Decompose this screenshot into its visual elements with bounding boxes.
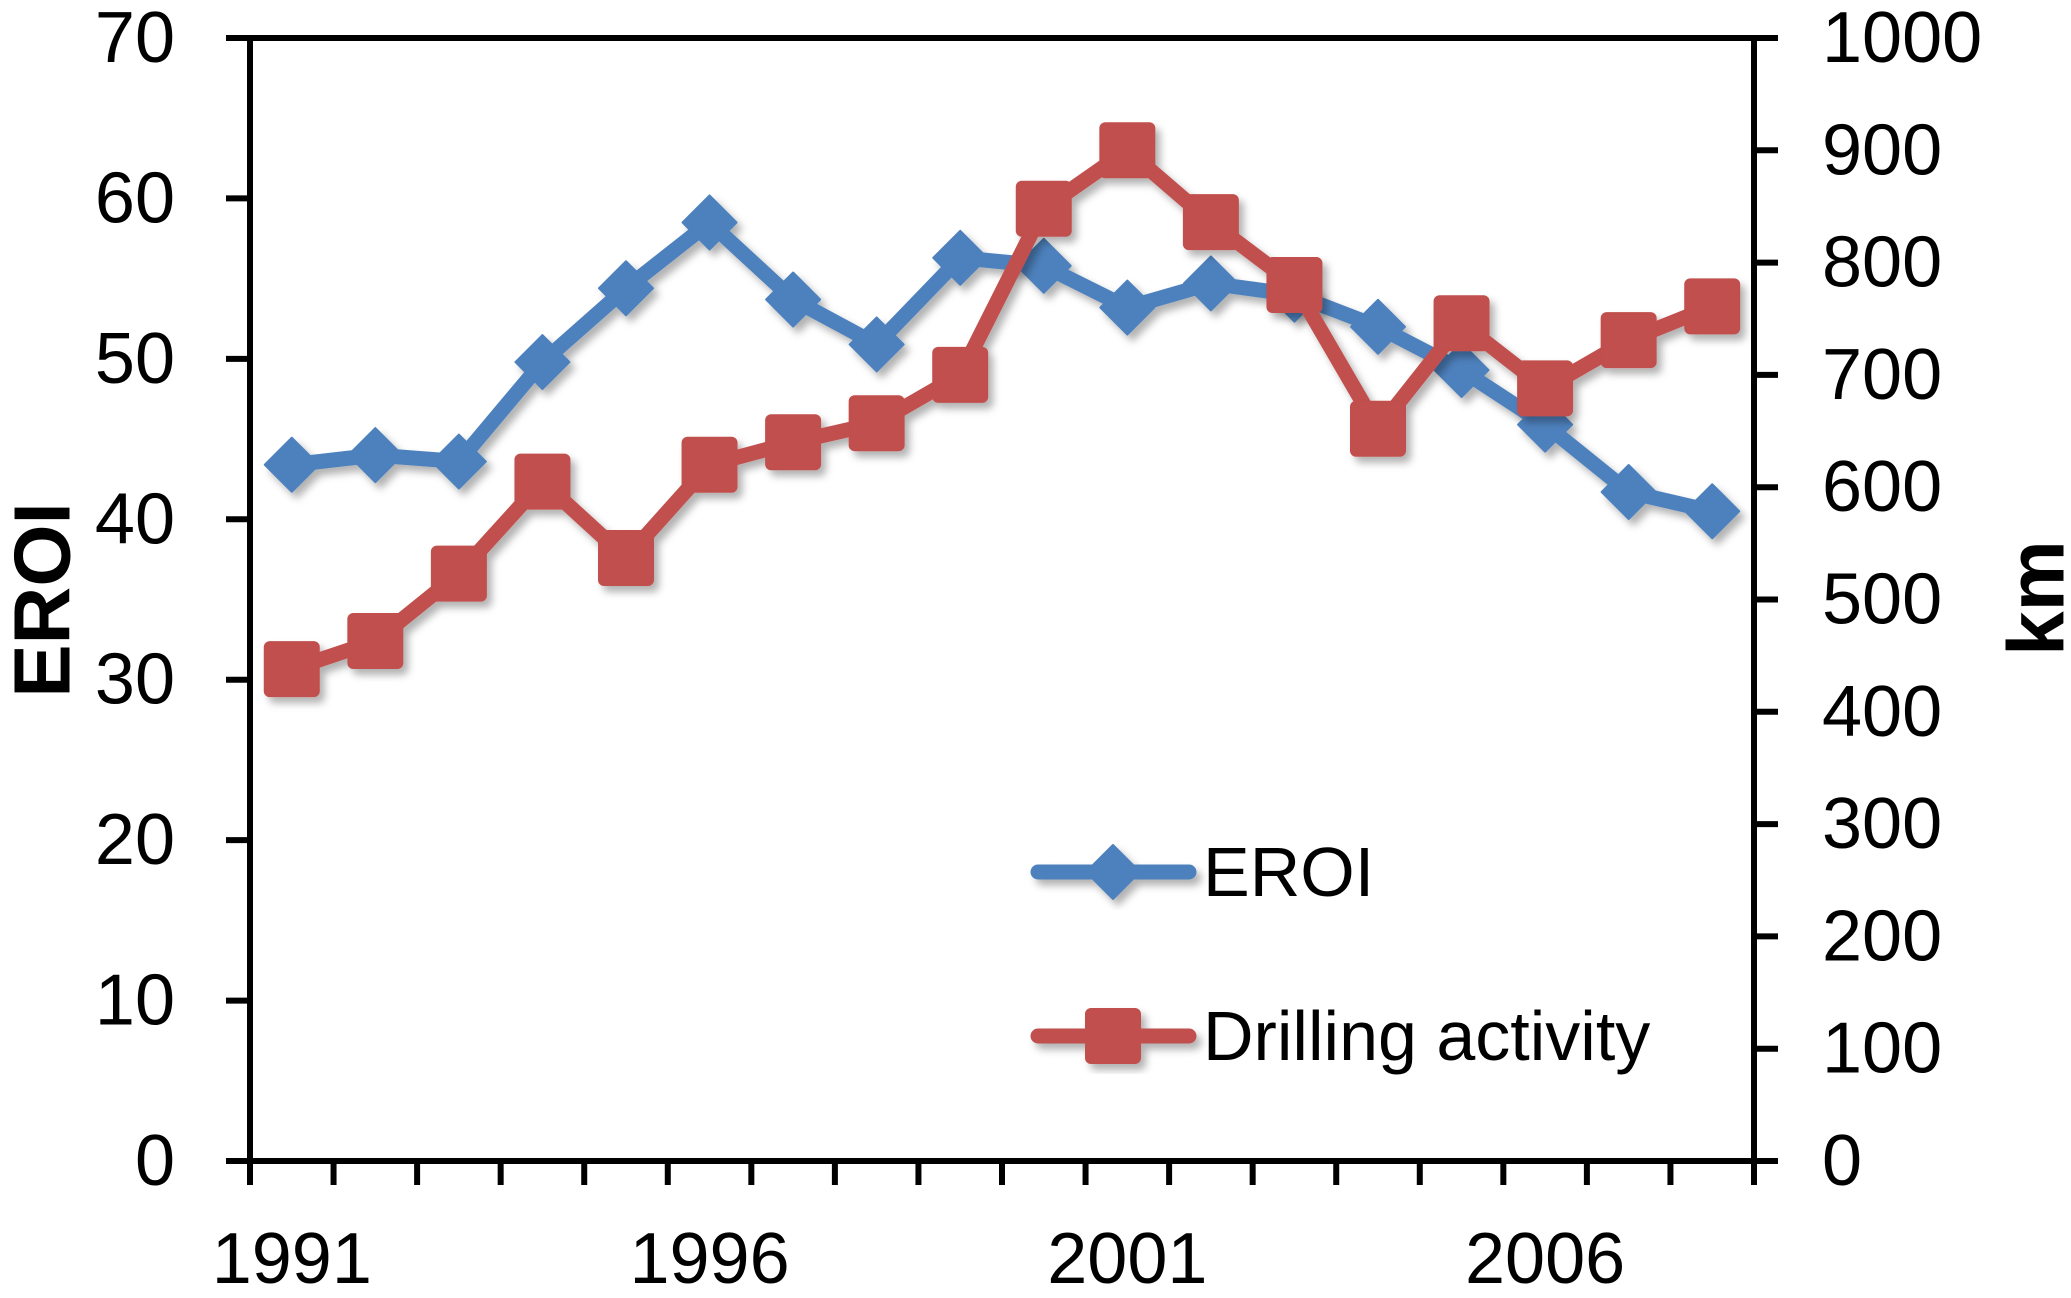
right-axis-tick-label: 0 <box>1822 1121 1862 1201</box>
drilling-data-marker <box>1600 312 1657 369</box>
eroi-data-marker <box>263 436 320 493</box>
left-axis-tick-label: 10 <box>95 961 175 1041</box>
eroi-series-line <box>284 214 1720 519</box>
drilling-data-marker <box>681 436 738 493</box>
drilling-data-marker <box>430 545 487 602</box>
left-axis-tick-label: 70 <box>95 0 175 78</box>
eroi-data-marker <box>598 260 654 317</box>
x-axis-tick-label: 2001 <box>1047 1219 1207 1298</box>
eroi-data-marker <box>1350 298 1406 355</box>
eroi-data-marker <box>1433 342 1490 399</box>
x-axis-tick-label: 2006 <box>1465 1219 1625 1298</box>
drilling-data-marker <box>765 414 822 471</box>
left-axis-tick-label: 0 <box>135 1121 175 1201</box>
drilling-data-marker <box>1517 360 1574 417</box>
right-axis-tick-label: 600 <box>1822 447 1942 527</box>
legend-diamond-marker <box>1085 844 1141 900</box>
drilling-data-marker <box>1099 122 1156 179</box>
x-axis-tick-label: 1996 <box>629 1219 789 1298</box>
eroi-data-marker <box>347 427 404 484</box>
eroi-data-marker <box>1182 255 1239 312</box>
drilling-data-marker <box>932 346 989 403</box>
legend-label: EROI <box>1203 833 1374 911</box>
drilling-data-marker <box>1684 278 1741 335</box>
eroi-data-marker <box>1600 464 1657 521</box>
right-axis-tick-label: 300 <box>1822 784 1942 864</box>
right-axis-tick-label: 1000 <box>1822 0 1982 78</box>
left-axis-tick-label: 40 <box>95 479 175 559</box>
drilling-data-marker <box>1433 295 1490 352</box>
left-axis-tick-label: 30 <box>95 640 175 720</box>
drilling-data-marker <box>1015 180 1072 237</box>
left-axis-tick-label: 20 <box>95 800 175 880</box>
left-axis-tick-label: 60 <box>95 158 175 238</box>
eroi-data-marker <box>430 433 487 490</box>
drilling-activity-series <box>263 122 1741 698</box>
eroi-data-marker <box>932 229 989 286</box>
right-axis-tick-label: 800 <box>1822 223 1942 303</box>
drilling-data-marker <box>514 453 571 510</box>
eroi-data-marker <box>765 271 822 328</box>
right-axis-title: km <box>1992 540 2071 656</box>
eroi-data-marker <box>848 316 905 373</box>
series-layer <box>263 122 1741 698</box>
drilling-data-marker <box>848 395 905 452</box>
legend-item-drilling-activity <box>1030 1008 1197 1064</box>
drilling-data-marker <box>347 613 404 670</box>
drilling-data-marker <box>1182 194 1239 251</box>
axes-layer <box>226 35 1778 1185</box>
eroi-data-marker <box>514 334 571 391</box>
legend-item-eroi <box>1030 844 1197 900</box>
drilling-data-marker <box>598 529 654 586</box>
eroi-data-marker <box>1684 483 1741 540</box>
left-axis-title: EROI <box>0 502 87 698</box>
right-axis-tick-label: 900 <box>1822 110 1942 190</box>
eroi-data-marker <box>681 194 738 251</box>
right-axis-tick-label: 400 <box>1822 672 1942 752</box>
right-axis-tick-label: 100 <box>1822 1009 1942 1089</box>
drilling-data-marker <box>1266 257 1323 314</box>
eroi-data-marker <box>1099 279 1156 336</box>
right-axis-tick-label: 200 <box>1822 896 1942 976</box>
right-axis-tick-label: 500 <box>1822 560 1942 640</box>
x-axis-tick-label: 1991 <box>212 1219 372 1298</box>
drilling-data-marker <box>1350 400 1406 457</box>
left-axis-tick-label: 50 <box>95 319 175 399</box>
drilling-data-marker <box>263 641 320 698</box>
right-axis-tick-label: 700 <box>1822 335 1942 415</box>
legend-square-marker <box>1085 1008 1141 1064</box>
legend-label: Drilling activity <box>1203 997 1650 1075</box>
legend-layer: EROI Drilling activity <box>1030 833 1650 1075</box>
